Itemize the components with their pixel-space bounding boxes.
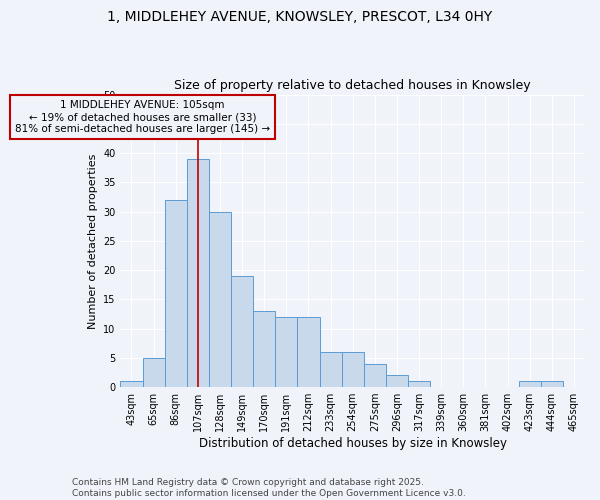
- Bar: [121, 381, 143, 387]
- Bar: [231, 276, 253, 387]
- Bar: [341, 352, 364, 387]
- Bar: [187, 159, 209, 387]
- Y-axis label: Number of detached properties: Number of detached properties: [88, 153, 98, 328]
- Bar: [386, 376, 408, 387]
- Bar: [275, 317, 298, 387]
- Bar: [408, 381, 430, 387]
- Text: 1, MIDDLEHEY AVENUE, KNOWSLEY, PRESCOT, L34 0HY: 1, MIDDLEHEY AVENUE, KNOWSLEY, PRESCOT, …: [107, 10, 493, 24]
- Bar: [143, 358, 164, 387]
- Bar: [209, 212, 231, 387]
- Bar: [298, 317, 320, 387]
- Bar: [364, 364, 386, 387]
- Text: Contains HM Land Registry data © Crown copyright and database right 2025.
Contai: Contains HM Land Registry data © Crown c…: [72, 478, 466, 498]
- Bar: [320, 352, 341, 387]
- Bar: [253, 311, 275, 387]
- Text: 1 MIDDLEHEY AVENUE: 105sqm
← 19% of detached houses are smaller (33)
81% of semi: 1 MIDDLEHEY AVENUE: 105sqm ← 19% of deta…: [15, 100, 270, 134]
- X-axis label: Distribution of detached houses by size in Knowsley: Distribution of detached houses by size …: [199, 437, 507, 450]
- Bar: [164, 200, 187, 387]
- Title: Size of property relative to detached houses in Knowsley: Size of property relative to detached ho…: [175, 79, 531, 92]
- Bar: [518, 381, 541, 387]
- Bar: [541, 381, 563, 387]
